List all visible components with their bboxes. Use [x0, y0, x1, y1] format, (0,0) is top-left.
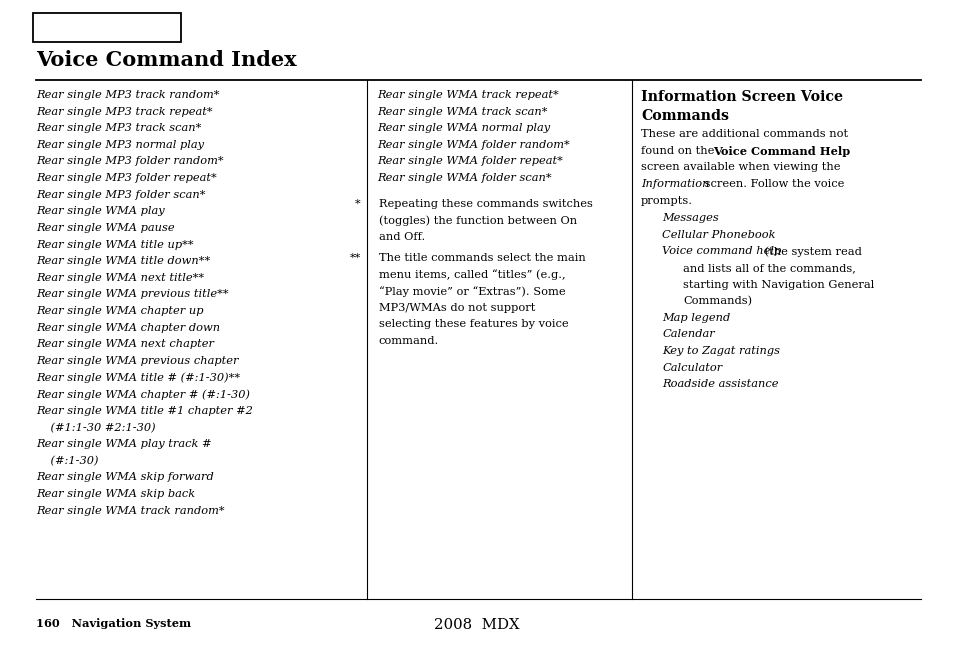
Text: (toggles) the function between On: (toggles) the function between On — [378, 216, 577, 226]
Text: (#:1-30): (#:1-30) — [36, 456, 99, 466]
Text: (the system read: (the system read — [760, 246, 862, 257]
Text: Rear single MP3 folder scan*: Rear single MP3 folder scan* — [36, 190, 206, 200]
Text: Rear single WMA title #1 chapter #2: Rear single WMA title #1 chapter #2 — [36, 406, 253, 416]
Text: Commands: Commands — [640, 109, 728, 123]
Text: Information Screen Voice: Information Screen Voice — [640, 90, 842, 104]
Text: Rear single WMA next title**: Rear single WMA next title** — [36, 273, 204, 283]
Text: and Off.: and Off. — [378, 232, 424, 242]
FancyBboxPatch shape — [33, 13, 181, 42]
Text: Calendar: Calendar — [661, 329, 714, 340]
Text: Rear single WMA title up**: Rear single WMA title up** — [36, 239, 193, 250]
Text: Rear single WMA skip back: Rear single WMA skip back — [36, 489, 195, 499]
Text: selecting these features by voice: selecting these features by voice — [378, 319, 568, 329]
Text: Rear single WMA title down**: Rear single WMA title down** — [36, 256, 211, 266]
Text: Cellular Phonebook: Cellular Phonebook — [661, 230, 775, 240]
Text: found on the: found on the — [640, 145, 718, 156]
Text: Rear single WMA track random*: Rear single WMA track random* — [36, 505, 225, 516]
Text: Rear single WMA title # (#:1-30)**: Rear single WMA title # (#:1-30)** — [36, 372, 240, 383]
Text: Voice Command Index: Voice Command Index — [36, 50, 296, 70]
Text: Rear single MP3 folder repeat*: Rear single MP3 folder repeat* — [36, 173, 216, 183]
Text: Rear single MP3 normal play: Rear single MP3 normal play — [36, 140, 204, 150]
Text: screen available when viewing the: screen available when viewing the — [640, 162, 840, 172]
Text: Rear single WMA track scan*: Rear single WMA track scan* — [376, 106, 547, 117]
Text: Key to Zagat ratings: Key to Zagat ratings — [661, 346, 780, 356]
Text: screen. Follow the voice: screen. Follow the voice — [700, 179, 843, 189]
Text: Rear single WMA track repeat*: Rear single WMA track repeat* — [376, 90, 558, 100]
Text: Rear single WMA folder random*: Rear single WMA folder random* — [376, 140, 569, 150]
Text: Information: Information — [640, 179, 709, 189]
Text: Rear single WMA next chapter: Rear single WMA next chapter — [36, 339, 214, 349]
Text: 2008  MDX: 2008 MDX — [434, 618, 519, 632]
Text: Rear single WMA chapter up: Rear single WMA chapter up — [36, 306, 204, 316]
Text: Rear single MP3 track repeat*: Rear single MP3 track repeat* — [36, 106, 213, 117]
Text: Calculator: Calculator — [661, 363, 721, 373]
Text: Rear single MP3 track scan*: Rear single MP3 track scan* — [36, 123, 201, 133]
Text: Rear single WMA normal play: Rear single WMA normal play — [376, 123, 549, 133]
Text: “Play movie” or “Extras”). Some: “Play movie” or “Extras”). Some — [378, 286, 565, 297]
Text: Rear single WMA folder repeat*: Rear single WMA folder repeat* — [376, 156, 562, 166]
Text: (#1:1-30 #2:1-30): (#1:1-30 #2:1-30) — [36, 422, 155, 433]
Text: 160   Navigation System: 160 Navigation System — [36, 618, 192, 629]
Text: Roadside assistance: Roadside assistance — [661, 379, 778, 389]
Text: menu items, called “titles” (e.g.,: menu items, called “titles” (e.g., — [378, 269, 565, 280]
Text: Rear single WMA chapter down: Rear single WMA chapter down — [36, 323, 220, 333]
Text: Repeating these commands switches: Repeating these commands switches — [378, 199, 592, 209]
Text: Rear single WMA skip forward: Rear single WMA skip forward — [36, 472, 213, 482]
Text: **: ** — [350, 253, 361, 263]
Text: starting with Navigation General: starting with Navigation General — [682, 280, 873, 289]
Text: Voice command help: Voice command help — [661, 246, 781, 256]
Text: Rear single WMA previous title**: Rear single WMA previous title** — [36, 289, 229, 299]
Text: Rear single WMA play track #: Rear single WMA play track # — [36, 439, 212, 449]
Text: Rear single WMA chapter # (#:1-30): Rear single WMA chapter # (#:1-30) — [36, 389, 250, 400]
Text: *: * — [355, 199, 360, 209]
Text: prompts.: prompts. — [640, 196, 693, 205]
Text: Rear single MP3 track random*: Rear single MP3 track random* — [36, 90, 219, 100]
Text: Messages: Messages — [661, 213, 718, 223]
Text: and lists all of the commands,: and lists all of the commands, — [682, 263, 855, 273]
Text: Commands): Commands) — [682, 296, 751, 306]
Text: Rear single WMA folder scan*: Rear single WMA folder scan* — [376, 173, 551, 183]
Text: Rear single WMA pause: Rear single WMA pause — [36, 223, 174, 233]
Text: The title commands select the main: The title commands select the main — [378, 253, 585, 263]
Text: Map legend: Map legend — [661, 313, 730, 323]
Text: Rear single MP3 folder random*: Rear single MP3 folder random* — [36, 156, 224, 166]
Text: MP3/WMAs do not support: MP3/WMAs do not support — [378, 303, 535, 313]
Text: Voice Command Help: Voice Command Help — [712, 145, 849, 156]
Text: These are additional commands not: These are additional commands not — [640, 129, 847, 139]
Text: command.: command. — [378, 336, 438, 346]
Text: Rear single WMA previous chapter: Rear single WMA previous chapter — [36, 356, 238, 366]
Text: Rear single WMA play: Rear single WMA play — [36, 206, 165, 216]
